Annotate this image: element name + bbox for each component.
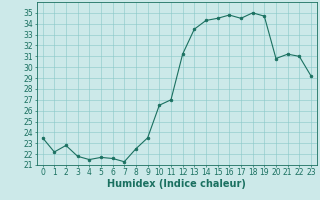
X-axis label: Humidex (Indice chaleur): Humidex (Indice chaleur) [108,179,246,189]
